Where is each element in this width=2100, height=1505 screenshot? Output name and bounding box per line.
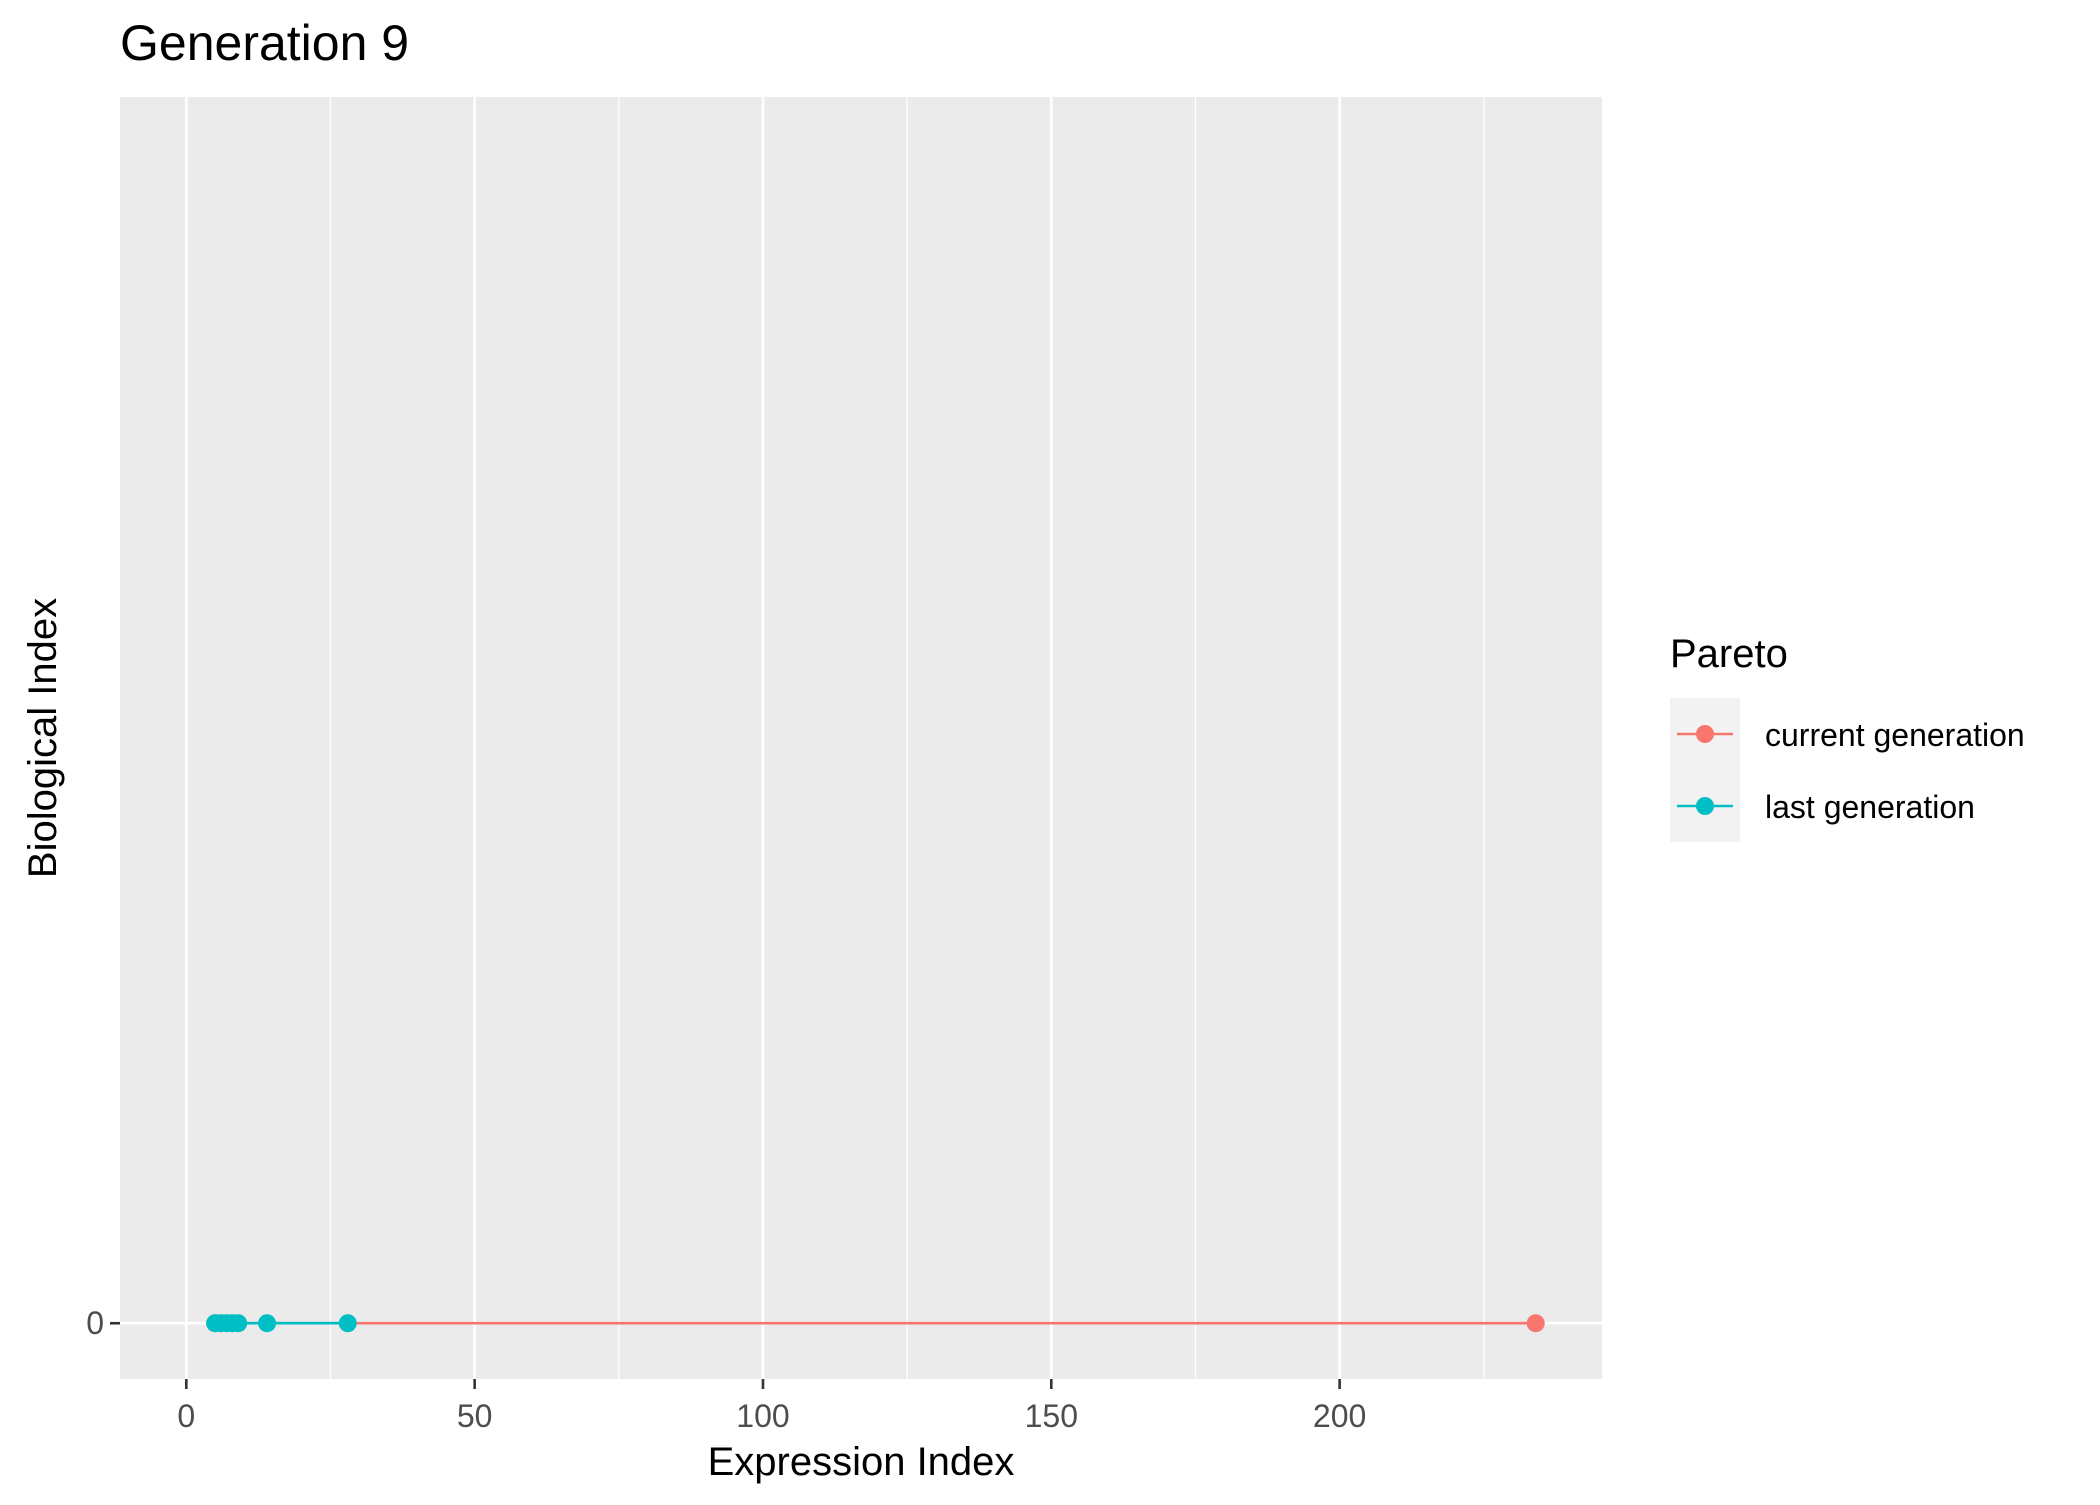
data-point: [338, 1314, 357, 1333]
data-point: [1526, 1314, 1545, 1333]
legend-label: last generation: [1765, 789, 1975, 825]
plot-panel: [120, 97, 1602, 1379]
legend-label: current generation: [1765, 717, 2025, 753]
data-point: [258, 1314, 277, 1333]
legend-key-point: [1696, 725, 1714, 743]
x-axis-label: Expression Index: [708, 1440, 1015, 1484]
x-tick-label: 150: [1025, 1398, 1078, 1434]
legend-key-point: [1696, 797, 1714, 815]
x-tick-label: 0: [177, 1398, 195, 1434]
legend-key-background: [1670, 698, 1740, 842]
x-tick-label: 200: [1313, 1398, 1366, 1434]
chart-title: Generation 9: [120, 15, 409, 71]
legend: Pareto current generation last generation: [1670, 632, 2025, 842]
x-axis: 0 50 100 150 200: [177, 1379, 1366, 1434]
legend-title: Pareto: [1670, 632, 1788, 676]
data-point: [229, 1314, 248, 1333]
series-layer: [206, 1314, 1545, 1333]
grid-minor: [329, 97, 1485, 1379]
y-tick-label: 0: [86, 1305, 104, 1341]
y-axis-label: Biological Index: [21, 598, 65, 878]
x-tick-label: 50: [457, 1398, 493, 1434]
x-tick-label: 100: [736, 1398, 789, 1434]
y-axis: 0: [86, 1305, 120, 1341]
